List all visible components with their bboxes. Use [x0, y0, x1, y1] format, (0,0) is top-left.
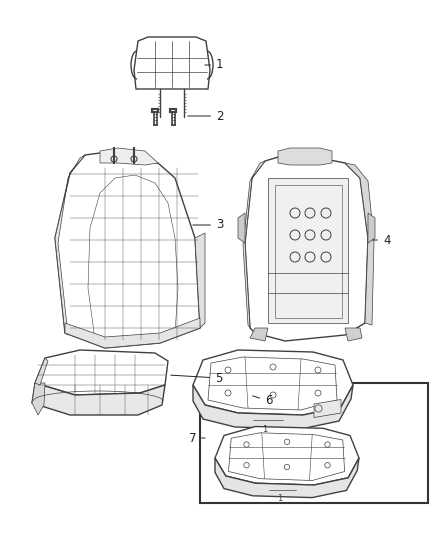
- Polygon shape: [215, 426, 359, 485]
- Polygon shape: [245, 155, 368, 341]
- Polygon shape: [243, 161, 265, 328]
- Polygon shape: [268, 178, 348, 323]
- Polygon shape: [238, 213, 245, 243]
- Polygon shape: [345, 328, 362, 341]
- Polygon shape: [35, 350, 168, 395]
- Polygon shape: [55, 153, 200, 348]
- Polygon shape: [32, 383, 45, 415]
- Polygon shape: [195, 233, 205, 328]
- Text: 6: 6: [253, 394, 272, 408]
- Text: 1: 1: [277, 494, 283, 503]
- Text: 3: 3: [193, 219, 223, 231]
- Text: 5: 5: [171, 372, 223, 384]
- Polygon shape: [193, 385, 353, 429]
- Polygon shape: [314, 400, 341, 417]
- Text: 2: 2: [188, 109, 223, 123]
- Bar: [200, 383, 428, 503]
- Text: 7: 7: [188, 432, 205, 445]
- Text: 1: 1: [262, 425, 268, 434]
- Polygon shape: [55, 155, 85, 335]
- Polygon shape: [345, 163, 374, 325]
- Polygon shape: [65, 318, 200, 348]
- Polygon shape: [193, 350, 353, 415]
- Text: 1: 1: [205, 59, 223, 71]
- Polygon shape: [215, 458, 359, 498]
- Text: 4: 4: [373, 233, 391, 246]
- Polygon shape: [368, 213, 375, 243]
- Polygon shape: [278, 148, 332, 165]
- Polygon shape: [100, 148, 158, 165]
- Polygon shape: [134, 37, 210, 89]
- Polygon shape: [35, 358, 48, 385]
- Polygon shape: [32, 383, 165, 415]
- Polygon shape: [250, 328, 268, 341]
